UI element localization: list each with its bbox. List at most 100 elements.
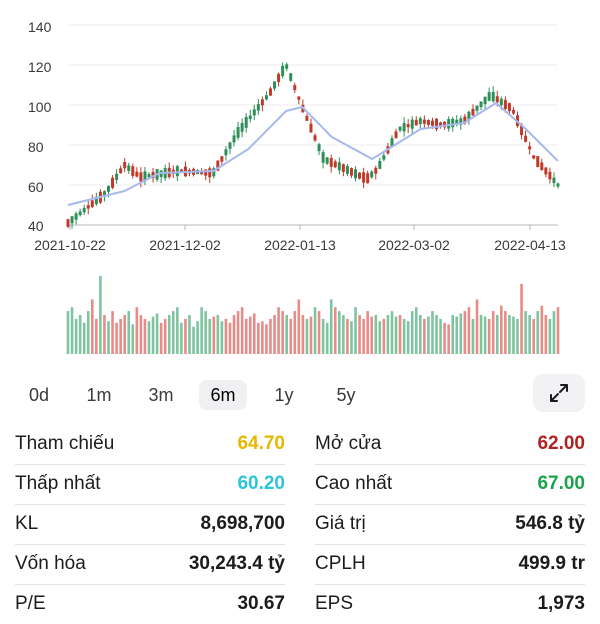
volume-bar [86,311,90,354]
volume-bar [532,318,536,354]
candle-body [74,213,78,220]
volume-bar [99,276,102,354]
candle-body [540,162,544,171]
candle-body [317,144,321,152]
candle-body [337,162,341,171]
volume-bar [354,307,357,354]
tab-3m[interactable]: 3m [148,385,174,405]
volume-bar [350,321,353,354]
candle-body [325,157,329,164]
volume-bar [338,311,341,354]
expand-chart-button[interactable] [533,374,585,412]
open-label: Mở cửa [315,433,382,454]
volume-bar [163,318,167,354]
candle-body [248,115,252,120]
low-value: 60.20 [237,473,285,494]
pe-label: P/E [15,593,46,614]
candle-body [90,200,94,207]
volume-bar [309,316,313,354]
candle-body [208,168,212,178]
candle-body [548,171,552,180]
volume-bar [455,316,459,354]
volume-bar [176,307,179,354]
candle-body [179,169,183,173]
volume-bar [66,311,70,354]
x-tick-label: 2022-04-13 [494,237,566,253]
candle-body [552,177,556,184]
candle-body [483,96,487,105]
volume-bar [374,315,378,354]
candle-body [143,171,147,182]
volume-bar [115,322,118,354]
candle-body [224,149,228,156]
candle-body [426,119,430,125]
volume-bar [151,316,155,354]
volume-bar [301,315,305,354]
tab-5y[interactable]: 5y [336,385,356,405]
volume-bar [265,324,268,354]
volume-bar [358,315,361,354]
candle-body [366,173,370,184]
volume-bar [212,316,216,354]
candle-body [244,116,248,128]
candle-body [309,123,313,133]
candle-body [382,155,386,160]
candle-body [354,169,358,179]
volume-bar [257,322,260,354]
candle-body [358,172,362,179]
market-cap-label: Vốn hóa [15,553,86,574]
volume-bar [479,315,483,354]
tab-6m[interactable]: 6m [199,380,247,410]
candle-body [264,95,268,100]
volume-bar [103,315,106,354]
volume-bar [90,299,94,354]
volume-bar [491,311,495,354]
candle-body [394,131,398,139]
volume-bar [366,311,369,354]
turnover-value: 546.8 tỷ [515,513,585,534]
tab-1y[interactable]: 1y [274,385,294,405]
candle-body [252,109,256,116]
volume-bar [232,315,236,354]
candle-body [495,96,499,103]
volume-bars [66,276,560,354]
row-divider [315,464,585,465]
volume-bar [544,315,548,354]
price-chart[interactable]: 140 120 100 80 60 40 2021-10-22 2021-12-… [0,0,600,372]
volume-bar [228,322,232,354]
volume-bar [143,318,147,354]
candle-body [212,168,216,177]
timeframe-tabs: 0d 1m 3m 6m 1y 5y [0,372,600,416]
tab-0d[interactable]: 0d [28,385,50,405]
volume-bar [552,311,556,354]
volume-bar [439,318,442,354]
candle-body [439,122,443,127]
volume-bar [398,315,402,354]
candle-body [463,116,467,124]
candle-body [216,160,220,171]
y-tick-label: 40 [28,218,44,234]
volume-bar [273,315,276,354]
eps-value: 1,973 [537,593,585,614]
open-value: 62.00 [537,433,585,454]
tab-1m[interactable]: 1m [86,385,112,405]
candle-body [520,124,524,136]
volume-bar [427,316,430,354]
volume-bar [240,307,244,354]
volume-bar [548,318,552,354]
volume-bar [329,299,333,354]
row-divider [315,584,585,585]
candle-body [321,152,325,163]
stats-row: P/E 30.67 EPS 1,973 [0,584,600,624]
volume-bar [74,318,78,354]
volume-bar [119,318,122,354]
candle-body [204,169,208,176]
candle-body [406,124,410,128]
volume-bar [78,315,82,354]
candle-body [281,65,285,77]
candle-body [451,118,455,128]
volume-bar [139,315,143,354]
volume-bar [131,324,135,354]
stats-row: Thấp nhất 60.20 Cao nhất 67.00 [0,464,600,504]
volume-bar [512,316,515,354]
